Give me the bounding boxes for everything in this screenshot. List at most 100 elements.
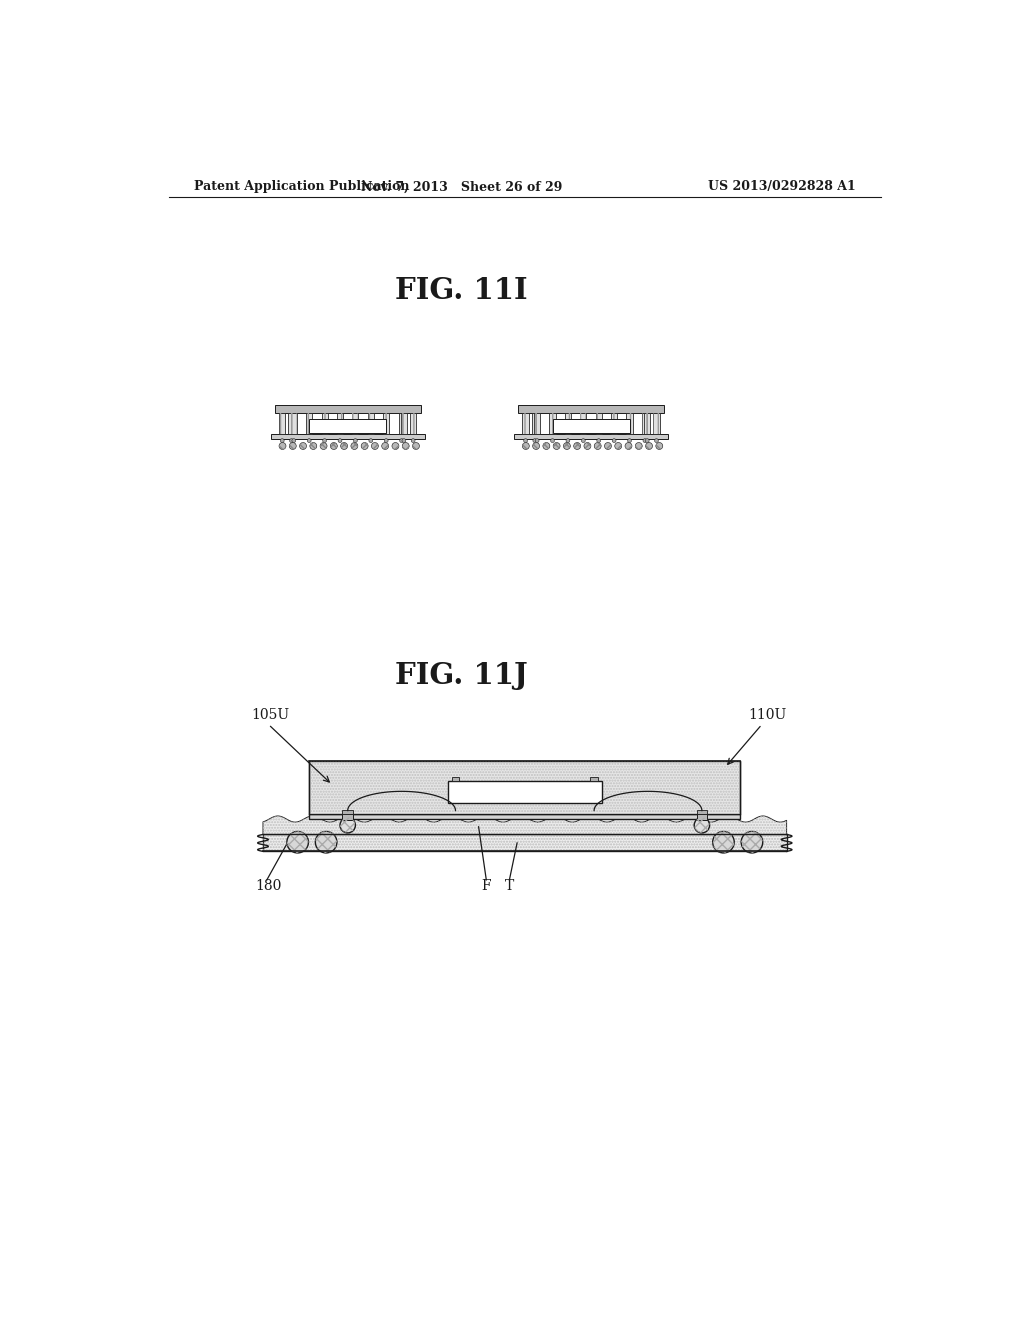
Circle shape: [584, 442, 591, 450]
Polygon shape: [514, 434, 668, 438]
Text: F: F: [481, 879, 492, 894]
Circle shape: [551, 438, 554, 442]
Circle shape: [372, 442, 379, 450]
Polygon shape: [644, 412, 650, 434]
Text: 105U: 105U: [252, 708, 290, 722]
Circle shape: [290, 438, 294, 442]
Circle shape: [582, 438, 586, 442]
Circle shape: [532, 442, 540, 450]
Circle shape: [532, 438, 537, 442]
Circle shape: [635, 442, 642, 450]
Circle shape: [594, 442, 601, 450]
Polygon shape: [291, 412, 297, 434]
Circle shape: [280, 442, 286, 450]
Polygon shape: [447, 781, 602, 803]
Polygon shape: [642, 412, 648, 434]
Circle shape: [369, 438, 373, 442]
Circle shape: [310, 442, 316, 450]
Circle shape: [694, 817, 710, 833]
Polygon shape: [274, 405, 421, 412]
Polygon shape: [309, 813, 740, 818]
Polygon shape: [653, 412, 659, 434]
Circle shape: [741, 832, 763, 853]
Polygon shape: [306, 412, 312, 434]
Polygon shape: [627, 412, 633, 434]
Polygon shape: [696, 810, 708, 813]
Polygon shape: [410, 412, 416, 434]
Circle shape: [655, 442, 663, 450]
Text: FIG. 11J: FIG. 11J: [395, 661, 528, 690]
Circle shape: [402, 442, 410, 450]
Circle shape: [351, 442, 357, 450]
Circle shape: [553, 442, 560, 450]
Circle shape: [353, 438, 357, 442]
Polygon shape: [596, 412, 602, 434]
Polygon shape: [342, 814, 353, 820]
Text: 110U: 110U: [749, 708, 786, 722]
Circle shape: [281, 438, 285, 442]
Polygon shape: [263, 816, 786, 834]
Circle shape: [331, 442, 337, 450]
Circle shape: [536, 438, 539, 442]
Circle shape: [597, 438, 601, 442]
Polygon shape: [553, 418, 630, 433]
Text: US 2013/0292828 A1: US 2013/0292828 A1: [709, 181, 856, 194]
Circle shape: [604, 442, 611, 450]
Text: FIG. 11I: FIG. 11I: [395, 276, 528, 305]
Text: T: T: [505, 879, 514, 894]
Text: 180: 180: [255, 879, 282, 894]
Polygon shape: [342, 810, 353, 813]
Polygon shape: [696, 814, 708, 820]
Circle shape: [315, 832, 337, 853]
Polygon shape: [337, 412, 343, 434]
Polygon shape: [352, 412, 358, 434]
Polygon shape: [535, 412, 541, 434]
Circle shape: [654, 438, 658, 442]
Text: Patent Application Publication: Patent Application Publication: [194, 181, 410, 194]
Polygon shape: [368, 412, 374, 434]
Circle shape: [645, 438, 649, 442]
Circle shape: [338, 438, 342, 442]
Text: Nov. 7, 2013   Sheet 26 of 29: Nov. 7, 2013 Sheet 26 of 29: [361, 181, 562, 194]
Circle shape: [612, 438, 616, 442]
Circle shape: [625, 442, 632, 450]
Polygon shape: [550, 412, 556, 434]
Polygon shape: [280, 412, 286, 434]
Polygon shape: [565, 412, 571, 434]
Polygon shape: [590, 777, 598, 781]
Polygon shape: [309, 762, 740, 813]
Polygon shape: [452, 777, 460, 781]
Circle shape: [645, 442, 652, 450]
Polygon shape: [263, 834, 786, 851]
Circle shape: [290, 442, 296, 450]
Polygon shape: [581, 412, 587, 434]
Circle shape: [323, 438, 327, 442]
Circle shape: [340, 817, 355, 833]
Circle shape: [300, 442, 306, 450]
Circle shape: [628, 438, 632, 442]
Polygon shape: [522, 412, 528, 434]
Circle shape: [382, 442, 389, 450]
Polygon shape: [289, 412, 295, 434]
Circle shape: [413, 442, 420, 450]
Circle shape: [392, 442, 399, 450]
Polygon shape: [400, 412, 407, 434]
Circle shape: [307, 438, 311, 442]
Circle shape: [543, 442, 550, 450]
Circle shape: [402, 438, 406, 442]
Circle shape: [573, 442, 581, 450]
Circle shape: [566, 438, 569, 442]
Circle shape: [287, 832, 308, 853]
Circle shape: [399, 438, 403, 442]
Circle shape: [523, 438, 527, 442]
Polygon shape: [270, 434, 425, 438]
Circle shape: [361, 442, 368, 450]
Polygon shape: [322, 412, 328, 434]
Circle shape: [614, 442, 622, 450]
Circle shape: [713, 832, 734, 853]
Polygon shape: [611, 412, 617, 434]
Polygon shape: [383, 412, 389, 434]
Circle shape: [522, 442, 529, 450]
Circle shape: [384, 438, 388, 442]
Circle shape: [292, 438, 296, 442]
